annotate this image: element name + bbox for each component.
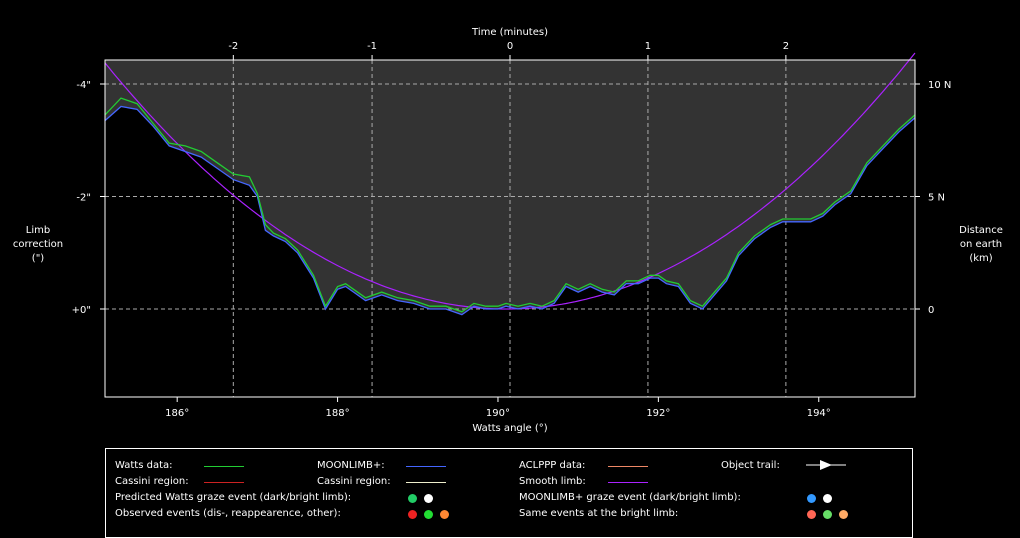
watts-data-line [104, 97, 916, 313]
legend-predicted-watts-label: Predicted Watts graze event (dark/bright… [115, 492, 352, 503]
time-tick-label: 0 [507, 41, 513, 52]
x-tick-label: 186° [165, 408, 189, 419]
bright-reappearance-dot [823, 510, 832, 519]
legend-observed-label: Observed events (dis-, reappearence, oth… [115, 508, 341, 519]
x-axis-label: Watts angle (°) [472, 423, 547, 434]
time-tick-label: -2 [228, 41, 238, 52]
legend-cassini-light-swatch [406, 482, 446, 483]
legend-moonlimb-label: MOONLIMB+: [317, 460, 385, 471]
legend-aclppp-swatch [608, 466, 648, 467]
y-right-tick-label: 10 N [928, 80, 951, 91]
legend-object-trail-label: Object trail: [721, 460, 780, 471]
right-axis-label-line3: (km) [969, 253, 992, 264]
right-axis-label-line1: Distance [959, 225, 1003, 236]
observed-other-dot [440, 510, 449, 519]
time-tick-label: 1 [645, 41, 651, 52]
legend-smooth-limb-swatch [608, 482, 648, 483]
y-right-tick-label: 0 [928, 305, 934, 316]
y-left-tick-label: +0" [72, 305, 91, 316]
moonlimb-line [104, 105, 916, 316]
x-tick-label: 192° [646, 408, 670, 419]
legend-moonlimb-swatch [406, 466, 446, 467]
legend: Watts data: MOONLIMB+: ACLPPP data: Obje… [105, 448, 913, 538]
x-tick-label: 194° [807, 408, 831, 419]
legend-bright-limb-label: Same events at the bright limb: [519, 508, 679, 519]
smooth-limb-line [104, 52, 916, 310]
legend-aclppp-label: ACLPPP data: [519, 460, 586, 471]
legend-cassini-red-label: Cassini region: [115, 476, 189, 487]
moonlimb-bright-dot [823, 494, 832, 503]
bright-disappearance-dot [807, 510, 816, 519]
x-tick-label: 188° [326, 408, 350, 419]
time-tick-label: -1 [367, 41, 377, 52]
x-tick-label: 190° [486, 408, 510, 419]
legend-cassini-light-label: Cassini region: [317, 476, 391, 487]
grid-lines [105, 60, 915, 397]
legend-moonlimb-graze-label: MOONLIMB+ graze event (dark/bright limb)… [519, 492, 741, 503]
bright-other-dot [839, 510, 848, 519]
y-right-tick-label: 5 N [928, 193, 945, 204]
top-axis-label: Time (minutes) [471, 27, 548, 38]
y-left-tick-label: -4" [76, 80, 91, 91]
legend-watts-swatch [204, 466, 244, 467]
object-trail-arrow-icon [806, 460, 846, 470]
time-tick-label: 2 [783, 41, 789, 52]
right-axis-label-line2: on earth [960, 239, 1002, 250]
legend-cassini-red-swatch [204, 482, 244, 483]
moonlimb-dark-dot [807, 494, 816, 503]
observed-disappearance-dot [408, 510, 417, 519]
predicted-bright-dot [424, 494, 433, 503]
left-axis-label-line2: correction [13, 239, 63, 250]
predicted-dark-dot [408, 494, 417, 503]
left-axis-label-line3: (") [32, 253, 45, 264]
y-left-tick-label: -2" [76, 193, 91, 204]
observed-reappearance-dot [424, 510, 433, 519]
legend-watts-label: Watts data: [115, 460, 173, 471]
legend-smooth-limb-label: Smooth limb: [519, 476, 586, 487]
left-axis-label-line1: Limb [26, 225, 50, 236]
